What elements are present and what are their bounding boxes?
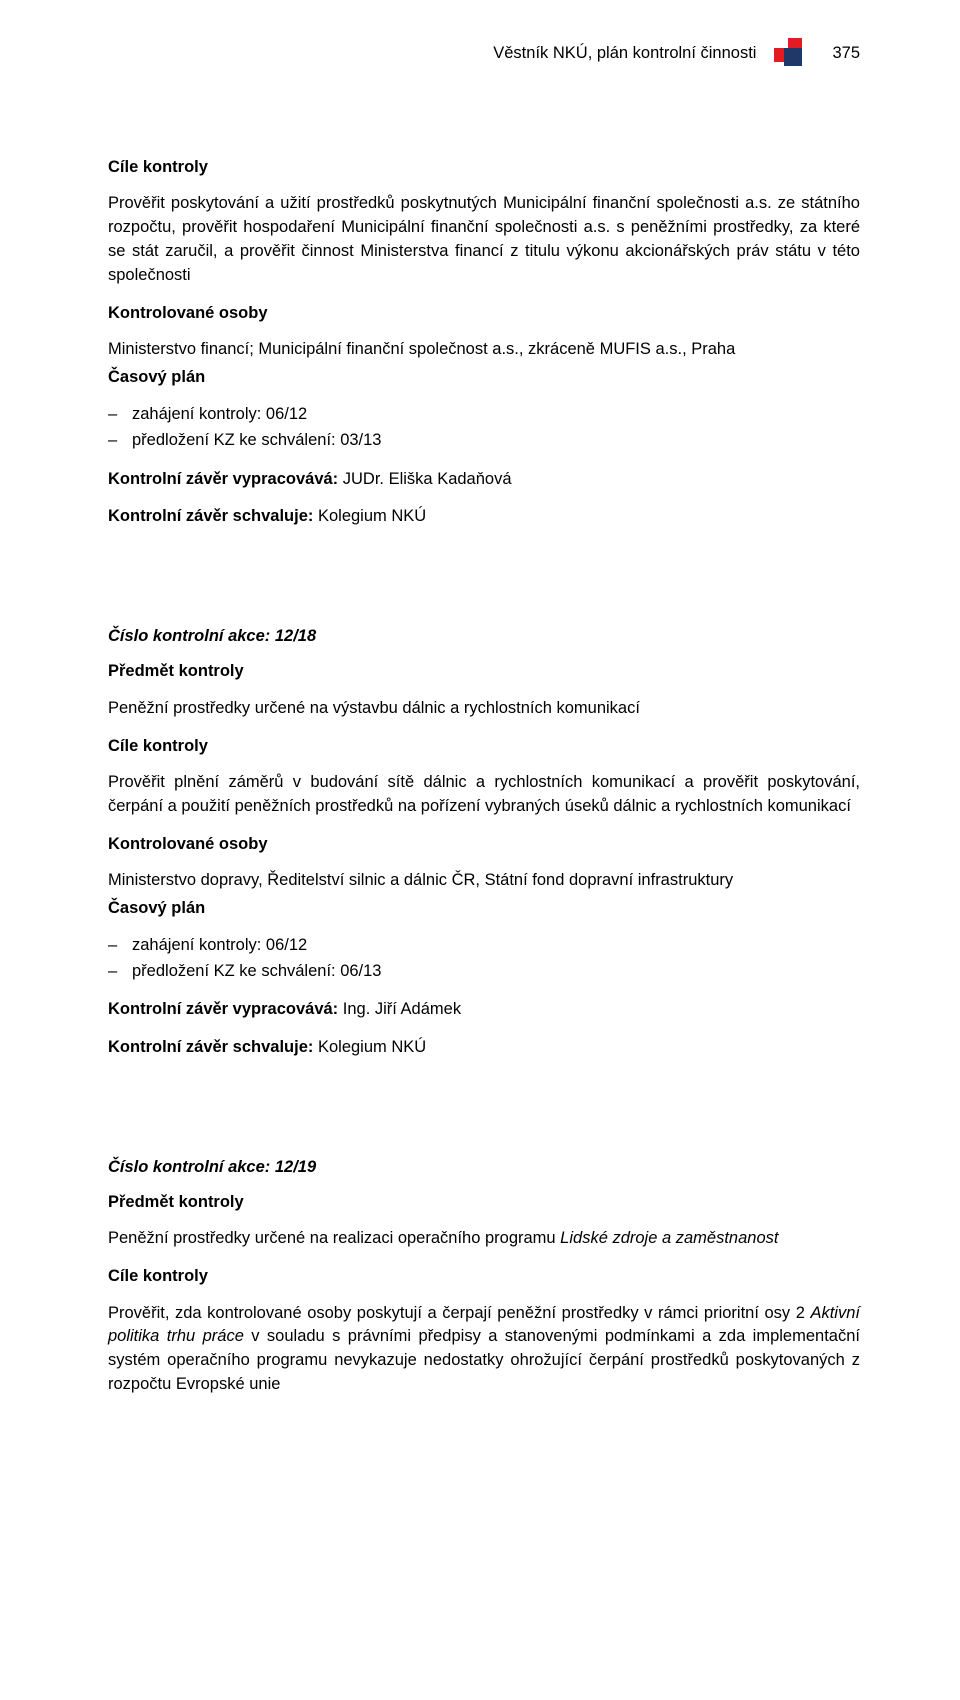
label: Kontrolní závěr schvaluje: [108,1038,318,1056]
s2-vypracovava: Kontrolní závěr vypracovává: Ing. Jiří A… [108,998,860,1022]
s3-cile-label: Cíle kontroly [108,1265,860,1287]
s3-cile-text: Prověřit, zda kontrolované osoby poskytu… [108,1302,860,1398]
s2-osoby-text: Ministerstvo dopravy, Ředitelství silnic… [108,869,860,893]
text-prefix: Peněžní prostředky určené na realizaci o… [108,1229,560,1247]
value: JUDr. Eliška Kadaňová [343,470,512,488]
list-item: předložení KZ ke schválení: 06/13 [108,959,860,985]
s2-predmet-text: Peněžní prostředky určené na výstavbu dá… [108,697,860,721]
list-item: zahájení kontroly: 06/12 [108,402,860,428]
s2-casovy-label: Časový plán [108,897,860,919]
list-item: předložení KZ ke schválení: 03/13 [108,428,860,454]
text-italic: Lidské zdroje a zaměstnanost [560,1229,778,1247]
page-number: 375 [832,44,860,63]
s2-osoby-label: Kontrolované osoby [108,833,860,855]
s1-vypracovava: Kontrolní závěr vypracovává: JUDr. Elišk… [108,468,860,492]
logo-square-blue [784,48,802,66]
s1-schvaluje: Kontrolní závěr schvaluje: Kolegium NKÚ [108,505,860,529]
header-title: Věstník NKÚ, plán kontrolní činnosti [493,44,756,63]
value: Kolegium NKÚ [318,1038,426,1056]
document-page: Věstník NKÚ, plán kontrolní činnosti 375… [0,0,960,1437]
s1-cile-label: Cíle kontroly [108,156,860,178]
s1-bullets: zahájení kontroly: 06/12 předložení KZ k… [108,402,860,453]
s2-cile-text: Prověřit plnění záměrů v budování sítě d… [108,771,860,819]
s2-schvaluje: Kontrolní závěr schvaluje: Kolegium NKÚ [108,1036,860,1060]
value: Kolegium NKÚ [318,507,426,525]
s1-osoby-text: Ministerstvo financí; Municipální finanč… [108,338,860,362]
s2-predmet-label: Předmět kontroly [108,660,860,682]
s1-casovy-label: Časový plán [108,366,860,388]
text-part1: Prověřit, zda kontrolované osoby poskytu… [108,1304,810,1322]
label: Kontrolní závěr schvaluje: [108,507,318,525]
s3-cislo: Číslo kontrolní akce: 12/19 [108,1158,860,1177]
label: Kontrolní závěr vypracovává: [108,470,343,488]
s2-cislo: Číslo kontrolní akce: 12/18 [108,627,860,646]
s2-cile-label: Cíle kontroly [108,735,860,757]
list-item: zahájení kontroly: 06/12 [108,933,860,959]
page-header: Věstník NKÚ, plán kontrolní činnosti 375 [108,38,860,68]
s1-osoby-label: Kontrolované osoby [108,302,860,324]
s1-cile-text: Prověřit poskytování a užití prostředků … [108,192,860,288]
nku-logo-icon [774,38,804,68]
s3-predmet-text: Peněžní prostředky určené na realizaci o… [108,1227,860,1251]
value: Ing. Jiří Adámek [343,1000,461,1018]
label: Kontrolní závěr vypracovává: [108,1000,343,1018]
s2-bullets: zahájení kontroly: 06/12 předložení KZ k… [108,933,860,984]
s3-predmet-label: Předmět kontroly [108,1191,860,1213]
